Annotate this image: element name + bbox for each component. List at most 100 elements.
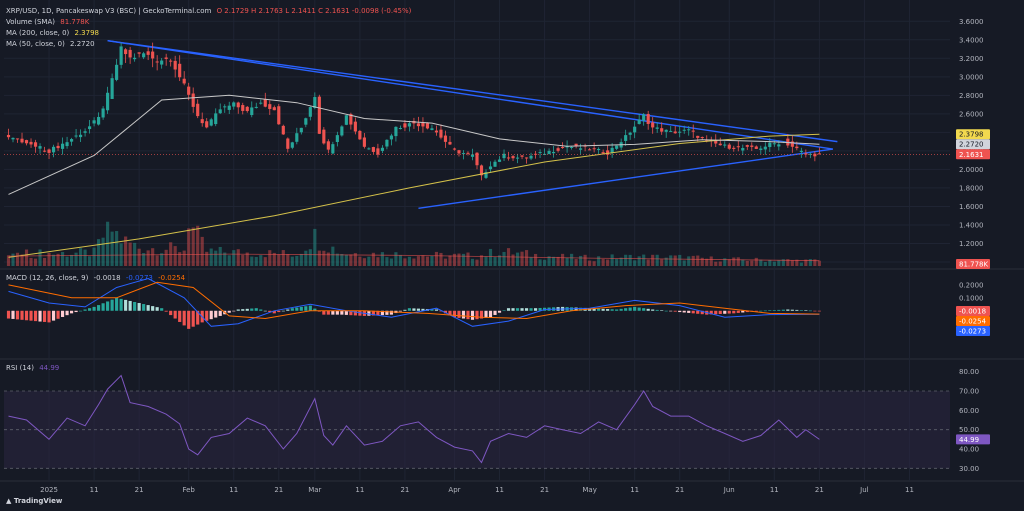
volume-bar <box>308 249 312 266</box>
candle-body <box>624 135 628 141</box>
candle-body <box>371 147 375 152</box>
volume-bar <box>579 255 583 266</box>
tradingview-logo[interactable]: ▲ TradingView <box>6 497 62 505</box>
macd-badge-0: -0.0018 <box>956 306 990 317</box>
x-tick-label: 21 <box>815 486 824 494</box>
macd-histogram-bar <box>660 310 664 311</box>
volume-bar <box>241 254 245 266</box>
ma50-legend[interactable]: MA (50, close, 0) 2.2720 <box>6 40 95 48</box>
macd-histogram-bar <box>466 310 470 320</box>
macd-histogram-bar <box>6 310 11 319</box>
x-tick-label: Feb <box>182 486 195 494</box>
price-tick-label: 1.8000 <box>959 184 984 192</box>
trendlines[interactable] <box>107 40 838 209</box>
volume-bar <box>146 250 150 266</box>
macd-histogram-bar <box>295 307 299 311</box>
candle-body <box>128 49 132 58</box>
candle-body <box>344 115 348 125</box>
macd-histogram-bar <box>164 310 168 312</box>
candle-body <box>615 145 619 149</box>
macd-histogram-bar <box>155 307 159 311</box>
volume-bar <box>709 256 713 266</box>
price-tick-label: 3.4000 <box>959 36 984 44</box>
volume-bar <box>615 258 619 266</box>
ma200-value: 2.3798 <box>74 29 100 37</box>
rsi-badge-bg <box>956 434 990 445</box>
macd-histogram-bar <box>106 301 110 311</box>
rsi-legend[interactable]: RSI (14) 44.99 <box>6 364 59 372</box>
candle-body <box>425 123 430 129</box>
rsi-line <box>8 374 820 464</box>
macd-histogram-bar <box>51 310 56 321</box>
macd-histogram-bar <box>493 310 497 315</box>
volume-bar <box>245 252 249 266</box>
x-tick-label: 21 <box>540 486 549 494</box>
volume-bar <box>6 255 11 266</box>
candle-body <box>385 139 389 147</box>
volume-bar <box>232 250 236 266</box>
volume-bar <box>299 253 303 266</box>
volume-bar <box>556 256 560 266</box>
price-badge-1-bg <box>956 139 990 150</box>
rsi-tick-label: 70.00 <box>959 388 979 396</box>
candle-body <box>817 153 821 155</box>
volume-bar <box>65 256 69 266</box>
candle-body <box>529 155 533 159</box>
volume-bar <box>371 252 375 266</box>
volume-bar <box>457 253 461 266</box>
candle-body <box>750 145 754 147</box>
candle-body <box>101 108 105 118</box>
volume-bar <box>47 252 51 266</box>
volume-bar <box>88 256 92 266</box>
volume-bar <box>511 254 515 266</box>
macd-legend[interactable]: MACD (12, 26, close, 9) -0.0018 -0.0273 … <box>6 274 185 282</box>
candle-body <box>173 60 177 70</box>
volume-bar <box>687 256 691 266</box>
candle-body <box>808 153 812 155</box>
indicator-lines <box>4 94 950 464</box>
candle-body <box>6 134 11 138</box>
macd-histogram-bar <box>714 310 718 315</box>
macd-histogram-bar <box>83 309 87 311</box>
ma200-legend[interactable]: MA (200, close, 0) 2.3798 <box>6 29 99 37</box>
symbol-title[interactable]: XRP/USD, 1D, Pancakeswap V3 (BSC) | Geck… <box>6 7 212 15</box>
volume-bar <box>398 255 402 266</box>
macd-badge-0-text: -0.0018 <box>959 308 986 316</box>
macd-histogram-bar <box>799 310 803 311</box>
x-tick-label: May <box>582 486 596 494</box>
macd-histogram-bar <box>286 309 290 311</box>
candle-body <box>92 120 96 124</box>
x-tick-label: 11 <box>229 486 238 494</box>
volume-bar <box>452 253 457 266</box>
volume-bar <box>358 256 362 266</box>
volume-bar <box>24 249 29 266</box>
macd-histogram-bar <box>538 307 542 311</box>
macd-histogram-bar <box>768 310 772 311</box>
candle-body <box>250 107 254 116</box>
volume-bar <box>678 254 682 266</box>
volume-bar <box>42 257 47 266</box>
volume-bar <box>362 258 366 266</box>
macd-histogram-bar <box>205 310 209 321</box>
candle-body <box>673 131 677 134</box>
x-tick-label: 21 <box>274 486 283 494</box>
macd-histogram-bar <box>718 310 722 314</box>
candle-body <box>475 152 479 166</box>
macd-histogram-bar <box>385 310 389 315</box>
candle-body <box>169 60 173 62</box>
candle-body <box>691 130 695 132</box>
candle-body <box>146 51 150 55</box>
volume-bar <box>322 250 326 266</box>
macd-histogram-bar <box>322 310 326 315</box>
price-badges: 2.3798 2.2720 2.1631 81.778K -0.0018 -0.0254 -… <box>956 129 990 445</box>
candle-body <box>389 135 393 140</box>
macd-histogram-bar <box>448 310 452 316</box>
macd-histogram-bar <box>173 310 177 319</box>
candle-body <box>254 106 258 108</box>
volume-bar <box>484 256 488 266</box>
volume-bar <box>651 254 655 266</box>
macd-histogram-bar <box>691 310 695 314</box>
volume-legend[interactable]: Volume (SMA) 81.778K <box>6 18 89 26</box>
x-tick-label: 11 <box>355 486 364 494</box>
